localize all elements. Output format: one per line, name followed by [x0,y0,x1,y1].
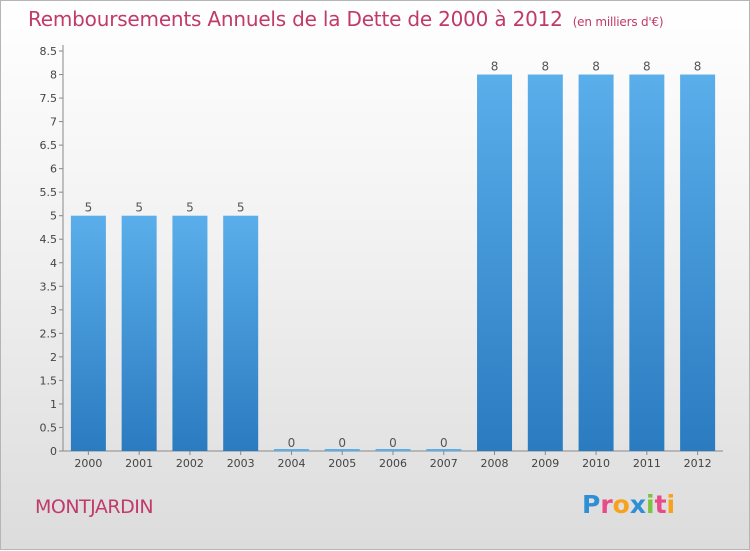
value-label-2011: 8 [643,60,651,74]
value-label-2010: 8 [592,60,600,74]
y-tick-label: 6 [50,163,57,176]
proxiti-logo: Proxiti [582,490,675,519]
x-tick-label-2005: 2005 [328,457,356,470]
y-tick-label: 8.5 [40,45,58,58]
logo-letter: t [654,490,667,519]
value-label-2008: 8 [491,60,499,74]
chart-title: Remboursements Annuels de la Dette de 20… [28,7,664,31]
place-name: MONTJARDIN [35,496,154,518]
y-tick-label: 5 [50,210,57,223]
x-tick-label-2006: 2006 [379,457,407,470]
bar-2009 [527,74,563,451]
x-tick-label-2004: 2004 [277,457,305,470]
value-label-2012: 8 [694,60,702,74]
y-tick-label: 7 [50,116,57,129]
x-tick-label-2012: 2012 [684,457,712,470]
value-label-2001: 5 [135,201,143,215]
value-label-2007: 0 [440,436,448,450]
value-label-2003: 5 [237,201,245,215]
chart-title-text: Remboursements Annuels de la Dette de 20… [28,7,563,31]
bar-2001 [121,215,157,451]
y-tick-label: 0 [50,445,57,458]
bar-2008 [477,74,513,451]
y-tick-label: 3.5 [40,280,58,293]
x-tick-label-2002: 2002 [176,457,204,470]
y-tick-label: 2 [50,351,57,364]
bar-2010 [578,74,614,451]
y-tick-label: 2.5 [40,327,58,340]
x-tick-label-2011: 2011 [633,457,661,470]
value-label-2000: 5 [85,201,93,215]
value-label-2004: 0 [288,436,296,450]
y-tick-label: 8 [50,69,57,82]
y-tick-label: 4 [50,257,57,270]
y-tick-label: 7.5 [40,92,58,105]
bar-2012 [680,74,716,451]
chart-unit: (en milliers d'€) [572,15,664,29]
x-tick-label-2000: 2000 [74,457,102,470]
value-label-2009: 8 [541,60,549,74]
x-tick-label-2010: 2010 [582,457,610,470]
value-label-2005: 0 [338,436,346,450]
x-tick-label-2008: 2008 [481,457,509,470]
x-tick-label-2007: 2007 [430,457,458,470]
logo-letter: i [646,490,655,519]
value-label-2006: 0 [389,436,397,450]
y-tick-label: 0.5 [40,421,58,434]
logo-letter: x [629,490,646,519]
y-tick-label: 1 [50,398,57,411]
chart-axes: 0 0.5 1 1.5 2 2.5 3 3.5 4 4.5 5 5.5 6 6.5 7 7.5 8 8.5 [40,45,723,458]
logo-letter: P [582,490,601,519]
bar-2002 [172,215,208,451]
bar-2000 [70,215,106,451]
bar-2011 [629,74,665,451]
value-label-2002: 5 [186,201,194,215]
y-tick-label: 6.5 [40,139,58,152]
x-tick-label-2003: 2003 [227,457,255,470]
bar-2003 [223,215,259,451]
y-tick-label: 4.5 [40,233,58,246]
x-tick-label-2001: 2001 [125,457,153,470]
logo-letter: r [600,490,613,519]
chart-bars [70,74,716,451]
y-tick-label: 1.5 [40,374,58,387]
logo-letter: o [612,490,630,519]
chart-labels: 2000 5 2001 5 2002 5 2003 5 2004 0 2005 0 2006 0 2007 0… [74,60,711,470]
y-tick-label: 3 [50,304,57,317]
logo-letter: i [666,490,676,519]
y-tick-label: 5.5 [40,186,58,199]
x-tick-label-2009: 2009 [531,457,559,470]
